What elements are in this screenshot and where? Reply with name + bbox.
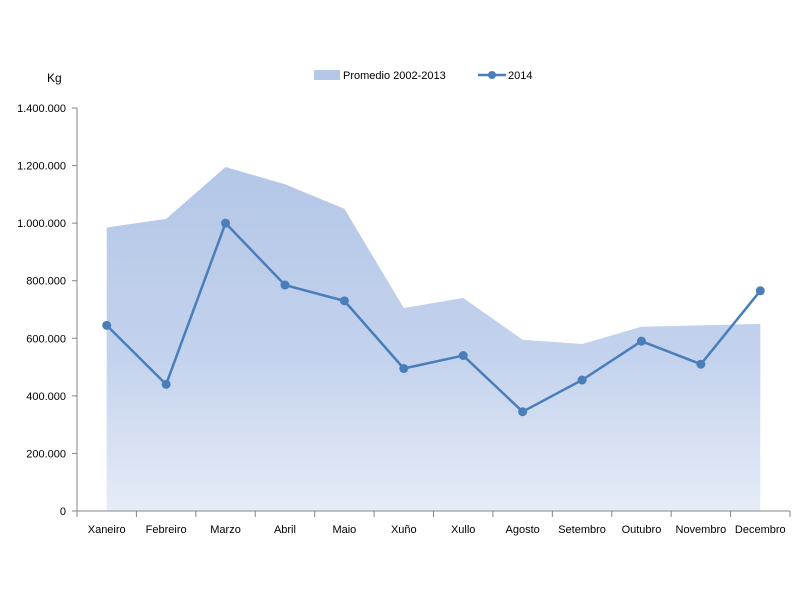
point-2014 [518, 407, 528, 417]
point-2014 [636, 336, 646, 346]
x-tick-label: Marzo [210, 524, 241, 536]
x-tick-label: Agosto [506, 524, 540, 536]
point-2014 [755, 286, 765, 296]
x-tick-label: Febreiro [146, 524, 187, 536]
area-layer [106, 167, 761, 511]
axes-layer [72, 107, 791, 517]
y-axis-unit-label: Kg [47, 71, 62, 85]
y-tick-label: 1.000.000 [17, 218, 66, 230]
x-tick-label: Xullo [451, 524, 475, 536]
x-tick-label: Outubro [622, 524, 662, 536]
point-2014 [696, 359, 706, 369]
legend: Promedio 2002-2013 2014 [314, 70, 532, 82]
point-2014 [221, 218, 231, 228]
legend-swatch-area [314, 70, 340, 80]
x-tick-label: Maio [332, 524, 356, 536]
y-tick-label: 1.400.000 [17, 103, 66, 115]
point-2014 [161, 379, 171, 389]
y-tick-label: 200.000 [26, 448, 66, 460]
x-tick-label: Decembro [735, 524, 786, 536]
x-tick-label: Novembro [676, 524, 727, 536]
x-tick-label: Xaneiro [88, 524, 126, 536]
x-tick-label: Xuño [391, 524, 417, 536]
point-2014 [399, 364, 409, 374]
y-tick-label: 600.000 [26, 333, 66, 345]
y-tick-label: 1.200.000 [17, 161, 66, 173]
point-2014 [577, 375, 587, 385]
x-tick-label: Abril [274, 524, 296, 536]
y-tick-label: 0 [60, 506, 66, 518]
x-tick-label: Setembro [558, 524, 606, 536]
point-2014 [339, 296, 349, 306]
y-tick-label: 400.000 [26, 391, 66, 403]
legend-label-2014: 2014 [508, 70, 532, 82]
area-series-promedio [106, 167, 761, 511]
point-2014 [458, 351, 468, 361]
y-tick-label: 800.000 [26, 276, 66, 288]
point-2014 [102, 320, 112, 330]
line-series-2014 [105, 221, 762, 413]
legend-label-area: Promedio 2002-2013 [343, 70, 446, 82]
point-2014 [280, 280, 290, 290]
legend-marker-2014 [488, 71, 496, 79]
line-layer [102, 218, 765, 417]
label-layer: 0 200.000 400.000 600.000 800.000 1.000.000 1.… [17, 103, 786, 536]
